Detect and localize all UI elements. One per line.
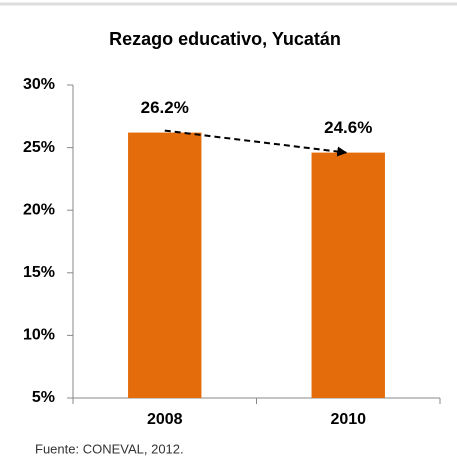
x-tick-label: 2010 (330, 411, 366, 428)
y-tick-label: 15% (23, 264, 55, 281)
y-tick-label: 5% (32, 389, 55, 406)
bar (311, 152, 385, 398)
bar (128, 132, 202, 399)
y-tick-label: 20% (23, 201, 55, 218)
trend-arrow (164, 129, 348, 157)
y-tick-label: 25% (23, 139, 55, 156)
source-note: Fuente: CONEVAL, 2012. (35, 441, 184, 456)
data-label: 26.2% (141, 98, 189, 117)
chart-title: Rezago educativo, Yucatán (109, 29, 341, 49)
y-tick-label: 30% (23, 76, 55, 93)
y-tick-label: 10% (23, 327, 55, 344)
x-tick-label: 2008 (147, 411, 183, 428)
data-label: 24.6% (324, 118, 372, 137)
